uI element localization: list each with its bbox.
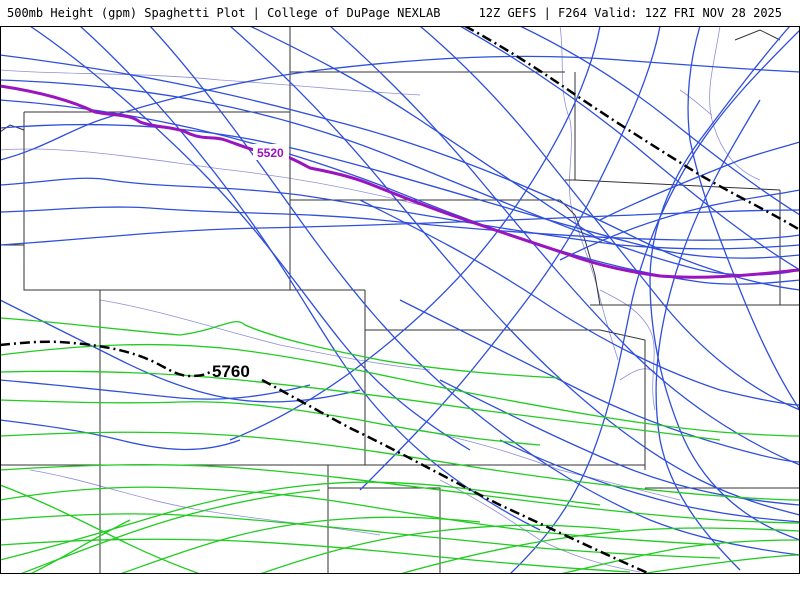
blue-contour (509, 29, 800, 574)
river-line (419, 429, 681, 501)
blue-contour (655, 99, 761, 571)
green-contour (399, 527, 800, 574)
green-contour (29, 519, 131, 574)
blue-contour (229, 26, 800, 516)
state-border (599, 329, 646, 470)
state-border (0, 124, 25, 133)
blue-contour (79, 26, 541, 531)
blue-contour (0, 209, 800, 246)
green-contour (0, 317, 561, 379)
blue-contour (599, 141, 800, 221)
green-contour (0, 484, 201, 574)
spaghetti-map: 5520 5760 (0, 26, 800, 574)
green-contour (639, 554, 800, 574)
mean-contour-5760 (0, 340, 651, 574)
blue-contour (0, 419, 241, 451)
state-border (23, 112, 365, 291)
green-contour (0, 538, 631, 573)
green-contour (0, 399, 541, 446)
blue-contour (0, 206, 800, 241)
blue-contour (0, 79, 800, 276)
contour-label-bg (253, 144, 289, 160)
river-line (439, 479, 641, 573)
blue-contour (249, 26, 601, 241)
green-contour (559, 539, 800, 574)
green-contour (259, 524, 621, 574)
green-contour (0, 343, 800, 437)
river-line (99, 299, 431, 371)
blue-contour (499, 439, 800, 523)
green-contour (119, 516, 481, 574)
blue-contour (359, 26, 661, 491)
blue-contour (329, 26, 800, 466)
blue-contour (419, 26, 800, 411)
green-contour (0, 486, 721, 546)
green-contour (0, 513, 721, 559)
blue-contour (359, 199, 800, 406)
green-contour (0, 431, 800, 501)
blue-contour (559, 189, 800, 261)
state-border (328, 487, 441, 574)
mean-contour-5520 (0, 84, 800, 279)
blue-contour (519, 26, 800, 216)
river-line (0, 69, 421, 96)
plot-title: 500mb Height (gpm) Spaghetti Plot | Coll… (7, 6, 441, 20)
blue-contour (0, 123, 800, 259)
blue-member-contours (0, 26, 800, 574)
footer-bar (0, 574, 800, 600)
blue-contour (229, 26, 601, 441)
contour-label-5760: 5760 (212, 362, 250, 381)
green-member-contours (0, 317, 800, 574)
blue-contour (0, 55, 800, 161)
blue-contour (687, 26, 800, 411)
state-border (734, 29, 781, 41)
river-line (709, 26, 761, 181)
state-border (565, 179, 781, 191)
green-contour (0, 464, 800, 524)
blue-contour (0, 99, 800, 285)
river-line (679, 89, 713, 116)
contour-label-5520: 5520 (257, 146, 284, 160)
blue-contour (459, 26, 800, 271)
green-contour (19, 489, 321, 574)
blue-contour (649, 26, 800, 541)
river-line (0, 148, 421, 206)
blue-contour (399, 299, 800, 463)
blue-contour (439, 379, 800, 506)
blue-contour (0, 379, 311, 400)
model-run-info: 12Z GEFS | F264 Valid: 12Z FRI NOV 28 20… (478, 6, 782, 20)
header-bar: 500mb Height (gpm) Spaghetti Plot | Coll… (0, 0, 800, 26)
green-contour (0, 370, 721, 441)
mean-contour-5760-north (464, 26, 800, 232)
river-line (599, 289, 656, 411)
blue-contour (0, 54, 800, 291)
